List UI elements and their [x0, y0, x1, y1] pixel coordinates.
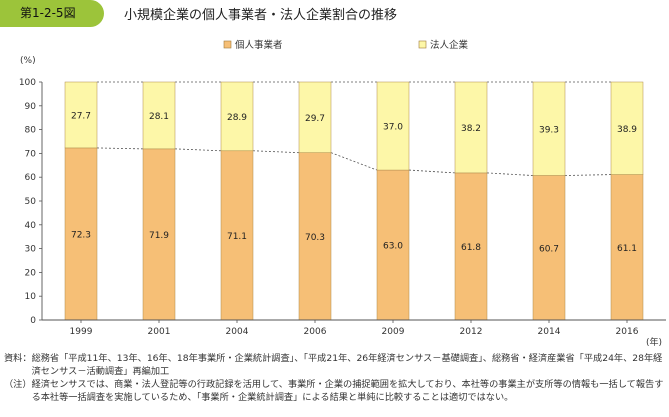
- y-tick-label: 20: [25, 268, 37, 278]
- data-label: 28.9: [227, 113, 247, 123]
- data-label: 71.9: [149, 231, 169, 241]
- y-tick-label: 80: [25, 126, 37, 136]
- source-note-label: 資料：: [4, 353, 32, 364]
- data-label: 27.7: [71, 111, 91, 121]
- y-tick-label: 60: [25, 173, 37, 183]
- connector-line: [408, 169, 456, 174]
- figure-header: 第1-2-5図 小規模企業の個人事業者・法人企業割合の推移: [0, 0, 669, 30]
- x-tick-label: 2012: [460, 327, 483, 337]
- bar-corporation: [454, 81, 488, 174]
- connector-line: [564, 174, 612, 176]
- data-label: 71.1: [227, 232, 247, 242]
- stacked-bar-chart: 個人事業者 法人企業 (%) 0 10 20 30 40 50 60 70 80 90 100 72.3 27…: [19, 39, 666, 348]
- data-label: 72.3: [71, 230, 91, 240]
- x-tick-label: 2006: [304, 327, 327, 337]
- y-tick-label: 70: [25, 149, 37, 159]
- footnote: （注） 経済センサスでは、商業・法人登記等の行政記録を活用して、事業所・企業の捕…: [4, 378, 664, 404]
- bar-corporation: [142, 81, 176, 150]
- y-unit-label: (%): [20, 56, 36, 66]
- data-label: 60.7: [539, 244, 559, 254]
- y-tick-label: 90: [25, 102, 37, 112]
- bar-corporation: [610, 81, 644, 175]
- data-label: 38.2: [461, 124, 481, 134]
- bar-corporation: [376, 81, 410, 171]
- x-tick-label: 2009: [382, 327, 405, 337]
- data-label: 70.3: [305, 233, 325, 243]
- y-tick-label: 10: [25, 292, 37, 302]
- source-note: 資料： 総務省「平成11年、13年、16年、18年事業所・企業統計調査」、「平成…: [4, 352, 664, 378]
- x-tick-label: 2016: [616, 327, 639, 337]
- data-label: 39.3: [539, 125, 559, 135]
- bar-corporation: [220, 81, 254, 152]
- data-label: 29.7: [305, 114, 325, 124]
- bar-sole-proprietor: [532, 175, 566, 321]
- bar-corporation: [298, 81, 332, 153]
- figure-title: 小規模企業の個人事業者・法人企業割合の推移: [124, 8, 398, 23]
- connector-line: [486, 172, 534, 176]
- x-unit-label: (年): [646, 336, 662, 348]
- data-label: 28.1: [149, 112, 169, 122]
- notes: 資料： 総務省「平成11年、13年、16年、18年事業所・企業統計調査」、「平成…: [4, 352, 664, 404]
- footnote-text: 経済センサスでは、商業・法人登記等の行政記録を活用して、事業所・企業の捕捉範囲を…: [31, 379, 664, 403]
- data-label: 37.0: [383, 123, 403, 133]
- bar-sole-proprietor: [142, 148, 176, 321]
- connector-line: [174, 148, 222, 152]
- x-tick-label: 1999: [70, 327, 93, 337]
- data-label: 61.1: [617, 244, 637, 254]
- legend-swatch-0: [223, 40, 232, 49]
- legend-label-1: 法人企業: [430, 39, 469, 51]
- bar-sole-proprietor: [220, 150, 254, 321]
- connector-line: [252, 150, 300, 154]
- y-tick-label: 40: [25, 221, 37, 231]
- legend-label-0: 個人事業者: [235, 39, 283, 51]
- data-label: 38.9: [617, 125, 637, 135]
- bar-sole-proprietor: [454, 172, 488, 321]
- bar-sole-proprietor: [64, 147, 98, 321]
- x-tick-label: 2014: [538, 327, 561, 337]
- footnote-label: （注）: [4, 379, 32, 390]
- data-label: 63.0: [383, 242, 403, 252]
- x-tick-label: 2001: [148, 327, 171, 337]
- bar-corporation: [64, 81, 98, 149]
- legend-swatch-1: [418, 40, 427, 49]
- bar-corporation: [532, 81, 566, 176]
- data-label: 61.8: [461, 243, 481, 253]
- figure-number: 第1-2-5図: [0, 0, 104, 27]
- bar-sole-proprietor: [610, 174, 644, 321]
- connector-line: [330, 152, 378, 171]
- y-tick-label: 100: [19, 78, 36, 88]
- x-tick-label: 2004: [226, 327, 249, 337]
- y-tick-label: 50: [25, 197, 37, 207]
- y-tick-label: 30: [25, 245, 37, 255]
- source-note-text: 総務省「平成11年、13年、16年、18年事業所・企業統計調査」、「平成21年、…: [31, 353, 663, 377]
- connector-line: [96, 147, 144, 150]
- y-tick-label: 0: [30, 316, 36, 326]
